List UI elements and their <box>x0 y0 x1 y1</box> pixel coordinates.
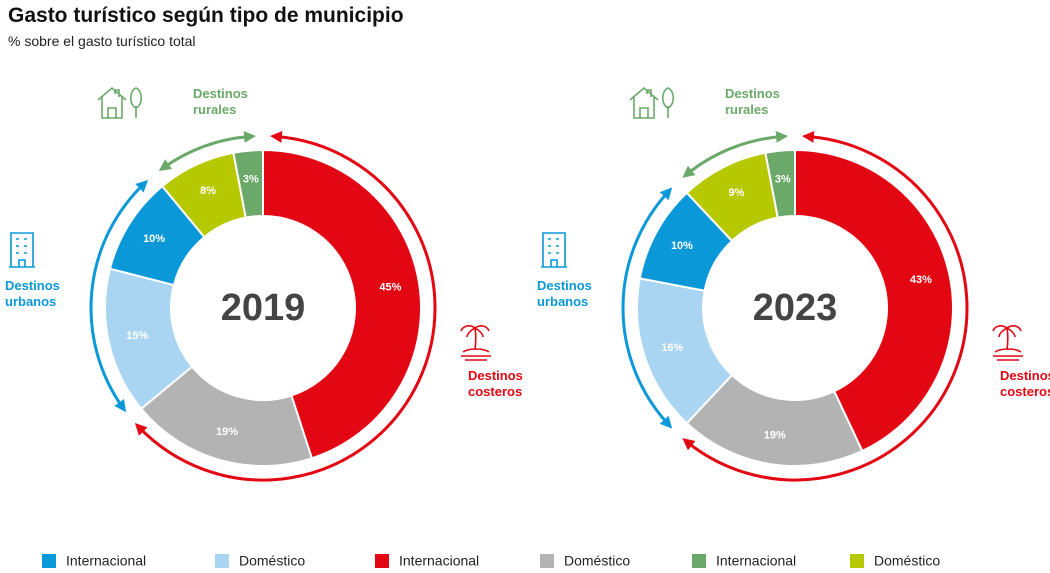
legend-label: Internacional <box>66 553 146 569</box>
donut-segment <box>262 148 422 460</box>
donut-segment <box>794 148 954 453</box>
icon-shape <box>541 232 567 268</box>
value-label: 3% <box>775 173 791 185</box>
value-label: 16% <box>661 342 683 354</box>
group-arrow <box>134 130 437 482</box>
value-label: 9% <box>728 187 744 199</box>
subtitle: % sobre el gasto turístico total <box>8 33 196 49</box>
icon-shape <box>661 87 675 118</box>
group-label: Destinos rurales <box>725 86 780 117</box>
legend-swatch <box>540 554 554 568</box>
group-arrow <box>682 130 789 178</box>
center-label: 2019 <box>221 287 306 329</box>
icon-palm <box>460 325 491 361</box>
title: Gasto turístico según tipo de municipio <box>8 4 404 27</box>
value-label: 19% <box>764 429 786 441</box>
group-arrow <box>89 179 149 413</box>
legend-label: Doméstico <box>239 553 305 569</box>
icon-shape <box>460 325 491 361</box>
icon-shape <box>629 86 659 119</box>
group-label: Destinos costeros <box>468 368 523 399</box>
legend-swatch <box>375 554 389 568</box>
group-arrow <box>158 130 257 172</box>
icon-house <box>629 86 675 119</box>
legend-swatch <box>692 554 706 568</box>
legend-swatch <box>42 554 56 568</box>
icon-building <box>541 232 567 268</box>
group-label: Destinos rurales <box>193 86 248 117</box>
group-label: Destinos costeros <box>1000 368 1050 399</box>
value-label: 43% <box>910 274 932 286</box>
value-label: 10% <box>671 240 693 252</box>
group-label: Destinos urbanos <box>5 278 60 309</box>
group-arrow <box>621 187 673 429</box>
group-label: Destinos urbanos <box>537 278 592 309</box>
legend-swatch <box>850 554 864 568</box>
center-label: 2023 <box>753 287 838 329</box>
group-arrow <box>682 130 969 482</box>
legend-label: Internacional <box>399 553 479 569</box>
icon-shape <box>129 87 143 118</box>
value-label: 15% <box>126 330 148 342</box>
icon-shape <box>9 232 35 268</box>
legend-label: Doméstico <box>564 553 630 569</box>
legend-label: Doméstico <box>874 553 940 569</box>
legend-swatch <box>215 554 229 568</box>
value-label: 3% <box>243 173 259 185</box>
icon-building <box>9 232 35 268</box>
legend-label: Internacional <box>716 553 796 569</box>
value-label: 10% <box>143 233 165 245</box>
icon-shape <box>992 325 1023 361</box>
value-label: 45% <box>379 282 401 294</box>
icon-shape <box>97 86 127 119</box>
icon-palm <box>992 325 1023 361</box>
value-label: 8% <box>200 185 216 197</box>
value-label: 19% <box>216 426 238 438</box>
icon-house <box>97 86 143 119</box>
